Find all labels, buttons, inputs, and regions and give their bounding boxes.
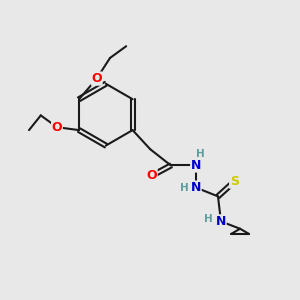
Text: H: H xyxy=(180,182,189,193)
Text: H: H xyxy=(196,149,205,159)
Text: N: N xyxy=(216,215,226,228)
Text: O: O xyxy=(52,121,62,134)
Text: N: N xyxy=(191,181,201,194)
Text: O: O xyxy=(146,169,157,182)
Text: S: S xyxy=(230,175,239,188)
Text: H: H xyxy=(204,214,213,224)
Text: N: N xyxy=(191,159,201,172)
Text: O: O xyxy=(92,72,102,85)
